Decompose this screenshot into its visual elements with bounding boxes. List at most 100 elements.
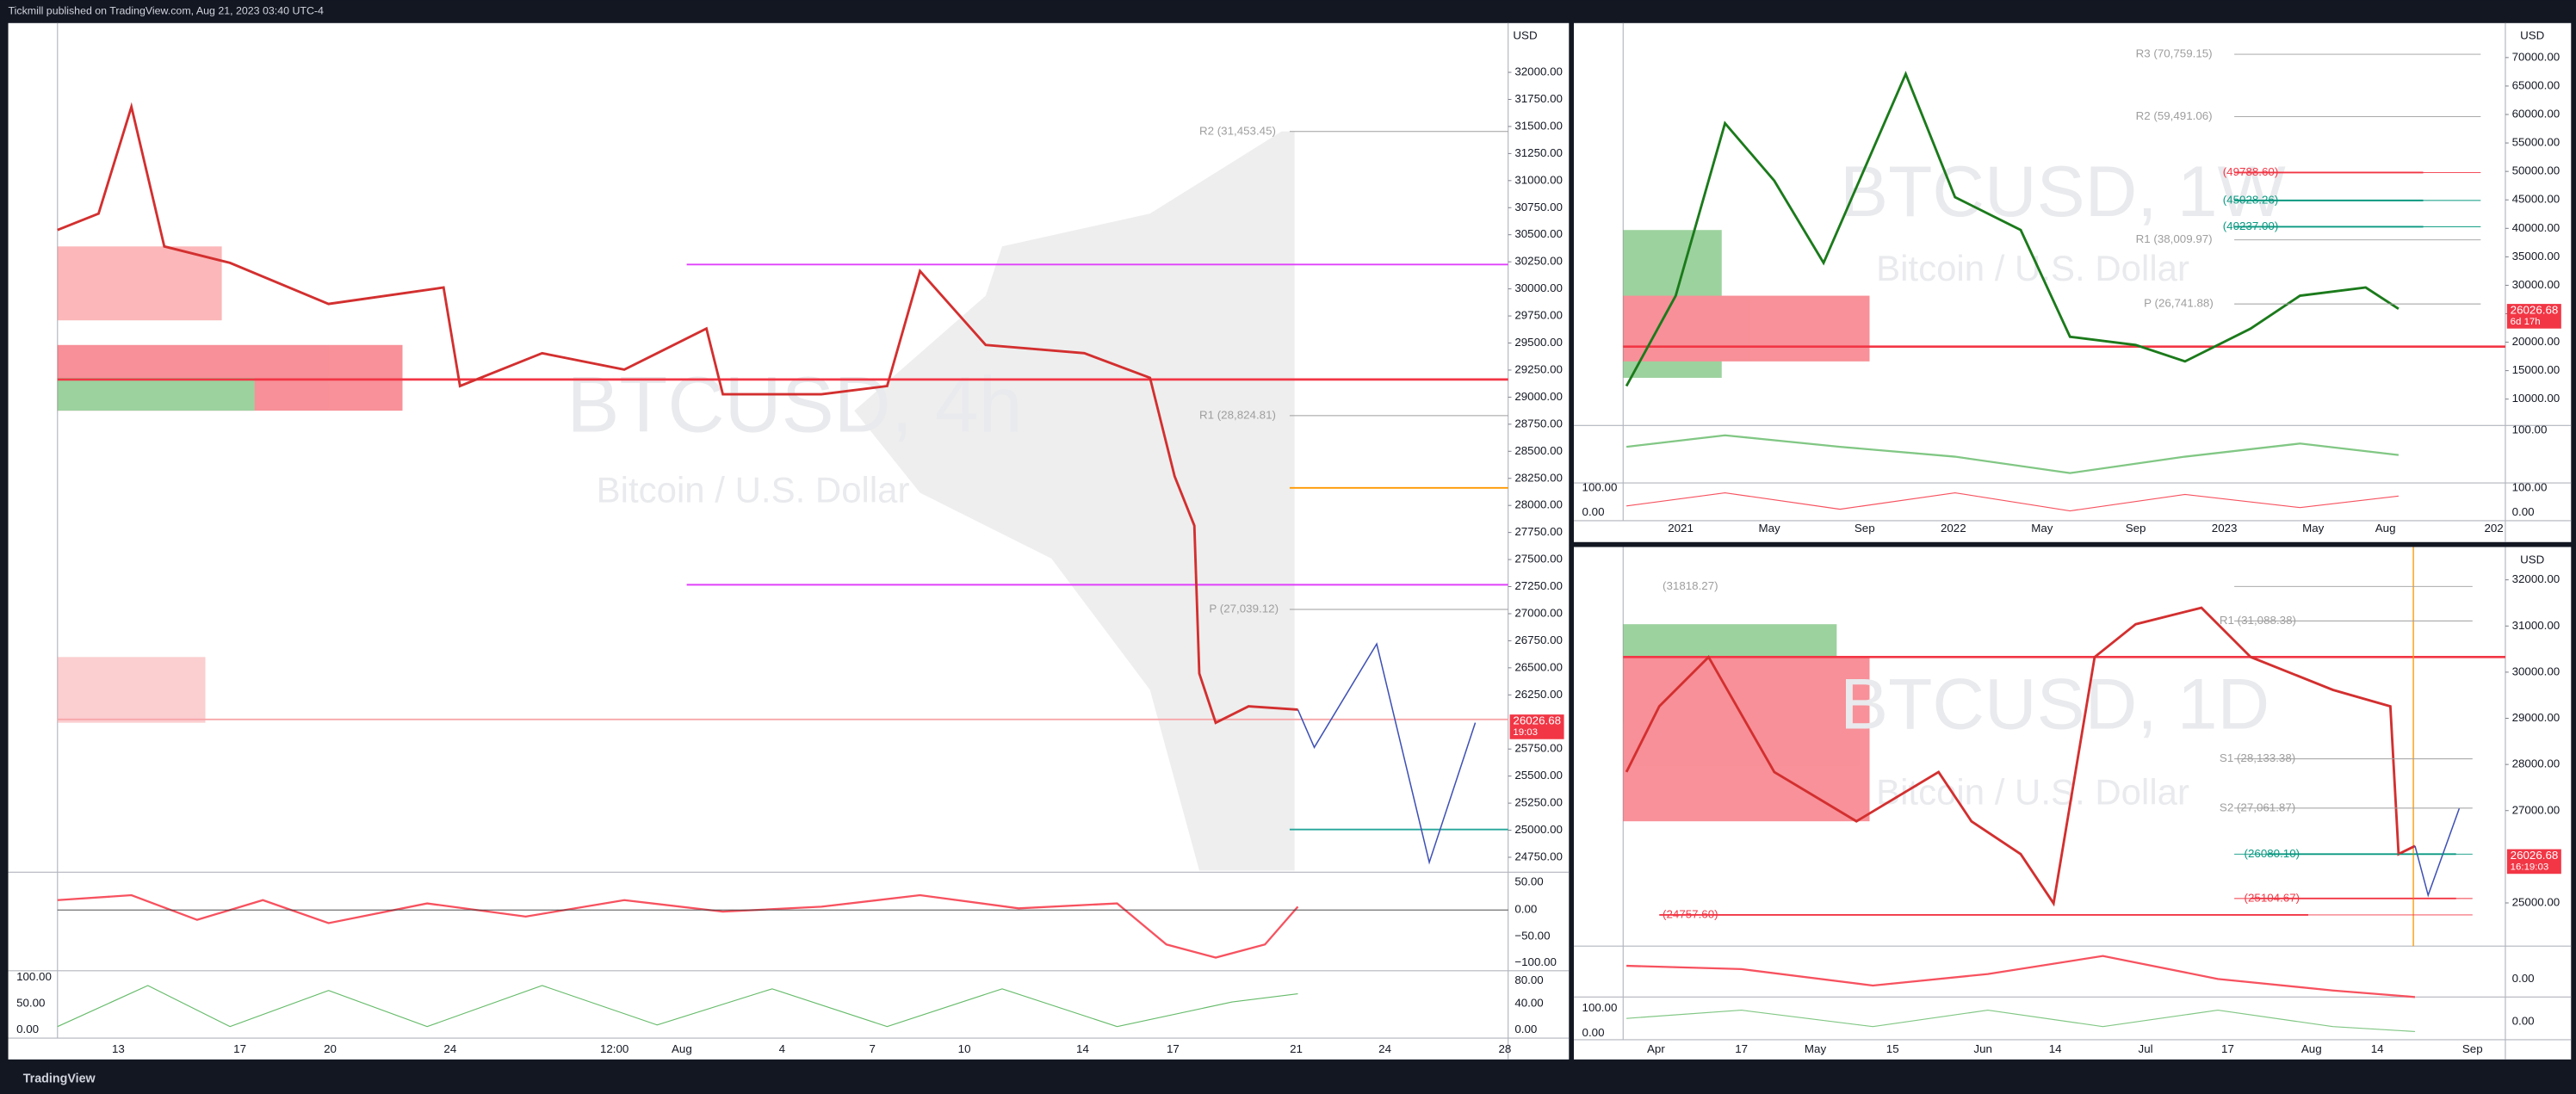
time-label: 14 [1076, 1042, 1089, 1055]
time-label: 7 [870, 1042, 876, 1055]
price-label: 29000.00 [1514, 390, 1563, 403]
pane-4h [8, 22, 1570, 1060]
price-label: 25000.00 [1514, 823, 1563, 836]
time-label: 4 [779, 1042, 786, 1055]
time-label: Apr [1647, 1042, 1665, 1055]
price-label: 30000.00 [2512, 278, 2561, 291]
price-path [57, 71, 2461, 907]
price-label: 28250.00 [1514, 471, 1563, 484]
price-label: 26750.00 [1514, 634, 1563, 646]
osc-label: 50.00 [1514, 875, 1543, 887]
brand[interactable]: TradingView [23, 1072, 96, 1086]
pivot-label: S2 (27,061.87) [2220, 800, 2295, 813]
time-label: May [2302, 522, 2325, 535]
watermark-symbol: BTCUSD, 1D [1840, 664, 2269, 745]
price-label: 31000.00 [2512, 619, 2561, 632]
pivot-label: P (26,741.88) [2144, 297, 2214, 310]
time-label: Aug [672, 1042, 692, 1055]
osc-label: 0.00 [2512, 972, 2535, 985]
osc-label: 0.00 [1582, 1026, 1605, 1039]
currency-label: USD [2520, 553, 2544, 566]
pivot-label: (26080.10) [2245, 847, 2300, 860]
axes: USD 32000.00 31750.00 31500.00 31250.00 31000… [16, 29, 2561, 1055]
pivot-label: P (27,039.12) [1209, 603, 1279, 615]
time-label: 13 [112, 1042, 125, 1055]
time-label: 2021 [1668, 522, 1694, 535]
time-label: 24 [1378, 1042, 1391, 1055]
osc-label: 0.00 [1514, 1023, 1537, 1035]
time-label: 17 [2221, 1042, 2234, 1055]
price-label: 70000.00 [2512, 50, 2561, 63]
watermark: BTCUSD, 4h Bitcoin / U.S. Dollar BTCUSD,… [567, 151, 2285, 812]
price-label: 55000.00 [2512, 136, 2561, 149]
time-label: 14 [2049, 1042, 2062, 1055]
time-label: 17 [1735, 1042, 1748, 1055]
last-price-badge [2506, 304, 2561, 329]
time-label: 14 [2371, 1042, 2384, 1055]
last-price-badge [2506, 849, 2561, 875]
countdown: 16:19:03 [2511, 862, 2549, 873]
price-label: 30250.00 [1514, 255, 1563, 268]
price-label: 28000.00 [1514, 498, 1563, 511]
pivot-label: (40237.00) [2223, 219, 2279, 232]
pivot-label: R1 (38,009.97) [2136, 232, 2213, 245]
last-price: 26026.68 [2511, 849, 2559, 862]
last-price: 26026.68 [1513, 714, 1561, 726]
time-label: 17 [233, 1042, 246, 1055]
price-label: 32000.00 [2512, 572, 2561, 585]
osc-label: −50.00 [1514, 929, 1550, 942]
osc-label: 0.00 [1582, 505, 1605, 518]
pivot-label: R1 (31,088.38) [2220, 614, 2296, 627]
price-label: 25250.00 [1514, 796, 1563, 809]
time-label: Sep [2126, 522, 2146, 535]
price-label: 31750.00 [1514, 92, 1563, 105]
price-label: 27500.00 [1514, 553, 1563, 566]
price-label: 27000.00 [1514, 607, 1563, 620]
price-label: 29500.00 [1514, 336, 1563, 349]
price-label: 28000.00 [2512, 757, 2561, 770]
price-label: 30000.00 [1514, 281, 1563, 294]
time-label: Jul [2139, 1042, 2153, 1055]
osc-label: 100.00 [2512, 423, 2548, 436]
time-label: Aug [2301, 1042, 2322, 1055]
price-label: 29250.00 [1514, 362, 1563, 375]
pivot-label: R3 (70,759.15) [2136, 47, 2213, 60]
price-label: 25750.00 [1514, 742, 1563, 755]
osc-label: 0.00 [1514, 903, 1537, 916]
price-label: 24750.00 [1514, 850, 1563, 863]
countdown: 19:03 [1513, 727, 1538, 738]
watermark-description: Bitcoin / U.S. Dollar [1876, 772, 2189, 813]
time-label: Jun [1973, 1042, 1992, 1055]
watermark-symbol: BTCUSD, 1W [1840, 151, 2286, 232]
time-label: May [1805, 1042, 1827, 1055]
price-label: 27250.00 [1514, 579, 1563, 592]
time-label: 24 [443, 1042, 456, 1055]
time-label: Sep [1855, 522, 1875, 535]
osc-label: 0.00 [2512, 1014, 2535, 1027]
time-label: 17 [1167, 1042, 1180, 1055]
time-label: 202 [2484, 522, 2503, 535]
pivot-label: R2 (59,491.06) [2136, 109, 2213, 122]
osc-label: 100.00 [1582, 480, 1618, 493]
publish-info: Tickmill published on TradingView.com, A… [9, 5, 325, 17]
price-label: 30000.00 [2512, 664, 2561, 677]
price-label: 27750.00 [1514, 525, 1563, 538]
oscillator [57, 434, 2416, 1032]
price-label: 31000.00 [1514, 173, 1563, 186]
price-label: 31250.00 [1514, 146, 1563, 159]
time-label: Aug [2375, 522, 2396, 535]
pivot-label: (31818.27) [1663, 579, 1718, 592]
time-label: 28 [1498, 1042, 1511, 1055]
time-label: May [2031, 522, 2053, 535]
price-label: 28750.00 [1514, 417, 1563, 430]
price-label: 32000.00 [1514, 65, 1563, 78]
time-label: 12:00 [600, 1042, 629, 1055]
pivot-label: S1 (28,133.38) [2220, 751, 2295, 764]
osc-label: 0.00 [16, 1023, 39, 1035]
price-label: 10000.00 [2512, 392, 2561, 405]
countdown: 6d 17h [2511, 317, 2541, 327]
time-label: 2022 [1941, 522, 1966, 535]
price-label: 31500.00 [1514, 119, 1563, 132]
price-label: 30750.00 [1514, 201, 1563, 213]
osc-label: 100.00 [16, 970, 52, 983]
